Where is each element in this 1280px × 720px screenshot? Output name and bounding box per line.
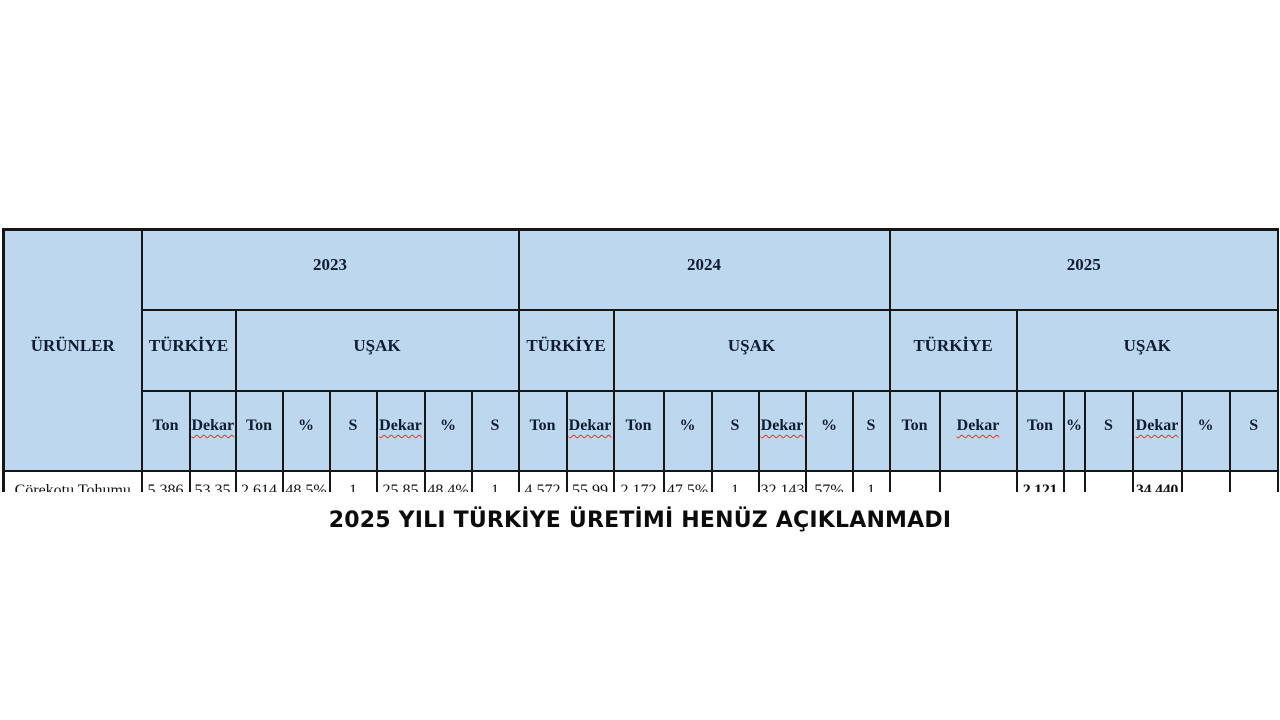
- region-header-usak-2023: UŞAK: [234, 309, 520, 392]
- data-cell-2024-usak-dekar-s: 1: [851, 470, 891, 492]
- data-cell-2024-turkiye-ton: 4.572: [517, 470, 568, 492]
- measure-header-dekar: Dekar: [938, 390, 1018, 472]
- measure-header-s: S: [328, 390, 378, 472]
- measure-header-ton: Ton: [888, 390, 941, 472]
- measure-header-dekar: Dekar: [375, 390, 426, 472]
- data-cell-2023-usak-dekar: 25.85 0: [375, 470, 426, 492]
- products-column-header: ÜRÜNLER: [2, 228, 143, 472]
- region-header-turkiye-2023: TÜRKİYE: [140, 309, 237, 392]
- production-table: ÜRÜNLER 2023 2024 2025 TÜRKİYE UŞAK TÜRK…: [2, 228, 1279, 492]
- region-header-row: TÜRKİYE UŞAK TÜRKİYE UŞAK TÜRKİYE UŞAK: [4, 309, 1279, 392]
- measure-header-s: S: [710, 390, 760, 472]
- measure-header-dekar: Dekar: [757, 390, 807, 472]
- product-name: Çörekotu Tohumu: [14, 482, 131, 492]
- data-cell-2025-usak-s: [1083, 470, 1134, 492]
- data-cell-2024-usak-dekar-percent: 57%: [804, 470, 854, 492]
- measure-header-ton: Ton: [234, 390, 284, 472]
- data-cell-2024-usak-percent: 47,5%: [662, 470, 713, 492]
- data-cell-2025-usak-percent: [1062, 470, 1086, 492]
- data-cell-2025-turkiye-dekar: [938, 470, 1018, 492]
- year-header-2025: 2025: [888, 228, 1279, 311]
- data-cell-2024-turkiye-dekar: 55.99 7: [565, 470, 615, 492]
- year-header-row: ÜRÜNLER 2023 2024 2025: [2, 228, 1279, 472]
- data-cell-2023-usak-dekar-s: 1: [470, 470, 520, 492]
- product-name-cell: Çörekotu Tohumu: [2, 470, 143, 492]
- measure-header-row: Ton Dekar Ton % S Dekar % S Ton Dekar To…: [4, 390, 1279, 472]
- measure-header-s: S: [1083, 390, 1134, 472]
- measure-header-s: S: [851, 390, 891, 472]
- measure-header-percent: %: [423, 390, 473, 472]
- measure-header-dekar: Dekar: [1131, 390, 1183, 472]
- measure-header-dekar: Dekar: [565, 390, 615, 472]
- measure-header-ton: Ton: [1015, 390, 1065, 472]
- data-cell-2025-turkiye-ton: [888, 470, 941, 492]
- data-cell-2023-usak-dekar-percent: 48,4%: [423, 470, 473, 492]
- data-cell-2023-turkiye-dekar: 53.35 8: [188, 470, 237, 492]
- measure-header-percent: %: [1062, 390, 1086, 472]
- region-header-usak-2025: UŞAK: [1015, 309, 1279, 392]
- measure-header-s: S: [470, 390, 520, 472]
- data-cell-2024-usak-s: 1: [710, 470, 760, 492]
- measure-header-ton: Ton: [517, 390, 568, 472]
- production-table-container: ÜRÜNLER 2023 2024 2025 TÜRKİYE UŞAK TÜRK…: [2, 228, 1279, 492]
- data-cell-2023-turkiye-ton: 5.386: [140, 470, 191, 492]
- measure-header-percent: %: [662, 390, 713, 472]
- region-header-turkiye-2024: TÜRKİYE: [517, 309, 615, 392]
- data-cell-2023-usak-percent: 48,5%: [281, 470, 331, 492]
- measure-header-percent: %: [1180, 390, 1231, 472]
- region-header-usak-2024: UŞAK: [612, 309, 891, 392]
- data-cell-2025-usak-dekar-percent: [1180, 470, 1231, 492]
- data-cell-2023-usak-s: 1: [328, 470, 378, 492]
- measure-header-dekar: Dekar: [188, 390, 237, 472]
- data-cell-2025-usak-dekar: 34.440: [1131, 470, 1183, 492]
- data-cell-2025-usak-ton: 2.121: [1015, 470, 1065, 492]
- data-cell-2023-usak-ton: 2.614: [234, 470, 284, 492]
- table-row: Çörekotu Tohumu 5.386 53.35 8 2.614 48,5…: [2, 470, 1279, 492]
- caption-note: 2025 YILI TÜRKİYE ÜRETİMİ HENÜZ AÇIKLANM…: [328, 508, 952, 533]
- measure-header-s: S: [1228, 390, 1279, 472]
- region-header-turkiye-2025: TÜRKİYE: [888, 309, 1018, 392]
- measure-header-ton: Ton: [612, 390, 665, 472]
- year-header-2023: 2023: [140, 228, 520, 311]
- measure-header-percent: %: [804, 390, 854, 472]
- data-cell-2024-usak-ton: 2.172: [612, 470, 665, 492]
- measure-header-percent: %: [281, 390, 331, 472]
- data-cell-2025-usak-dekar-s: [1228, 470, 1279, 492]
- year-header-2024: 2024: [517, 228, 891, 311]
- measure-header-ton: Ton: [140, 390, 191, 472]
- data-cell-2024-usak-dekar: 32.143: [757, 470, 807, 492]
